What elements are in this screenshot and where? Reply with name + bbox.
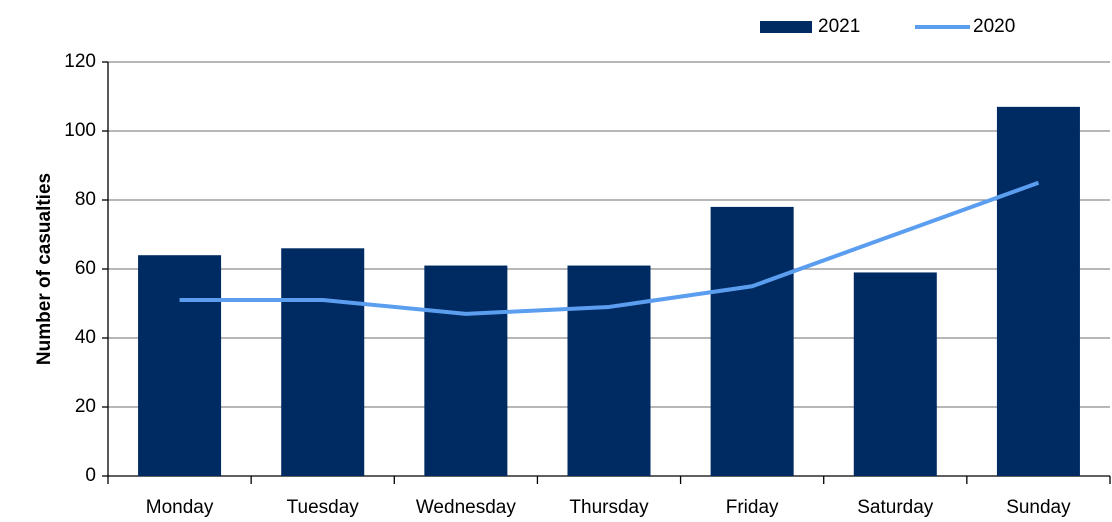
x-tick-label: Saturday [857,497,934,518]
legend-label: 2020 [973,16,1015,37]
y-tick-label: 60 [75,258,96,279]
bar [281,248,365,476]
x-tick-label: Thursday [569,497,649,518]
y-tick-label: 20 [75,396,96,417]
y-axis-label: Number of casualties [34,173,55,365]
bar [424,265,508,476]
bar [853,272,937,476]
x-tick-label: Friday [726,497,779,518]
x-tick-label: Wednesday [416,497,516,518]
bar [996,106,1080,476]
y-tick-label: 120 [64,51,96,72]
y-tick-label: 100 [64,120,96,141]
line [179,180,1040,316]
bar [567,265,651,476]
bar [138,255,222,476]
legend-swatch [760,21,812,33]
y-tick-label: 80 [75,189,96,210]
x-tick-label: Monday [146,497,214,518]
y-tick-label: 40 [75,327,96,348]
bar [710,206,794,476]
legend-label: 2021 [818,16,860,37]
x-tick-label: Sunday [1006,497,1071,518]
x-tick-label: Tuesday [287,497,360,518]
y-tick-label: 0 [85,465,96,486]
